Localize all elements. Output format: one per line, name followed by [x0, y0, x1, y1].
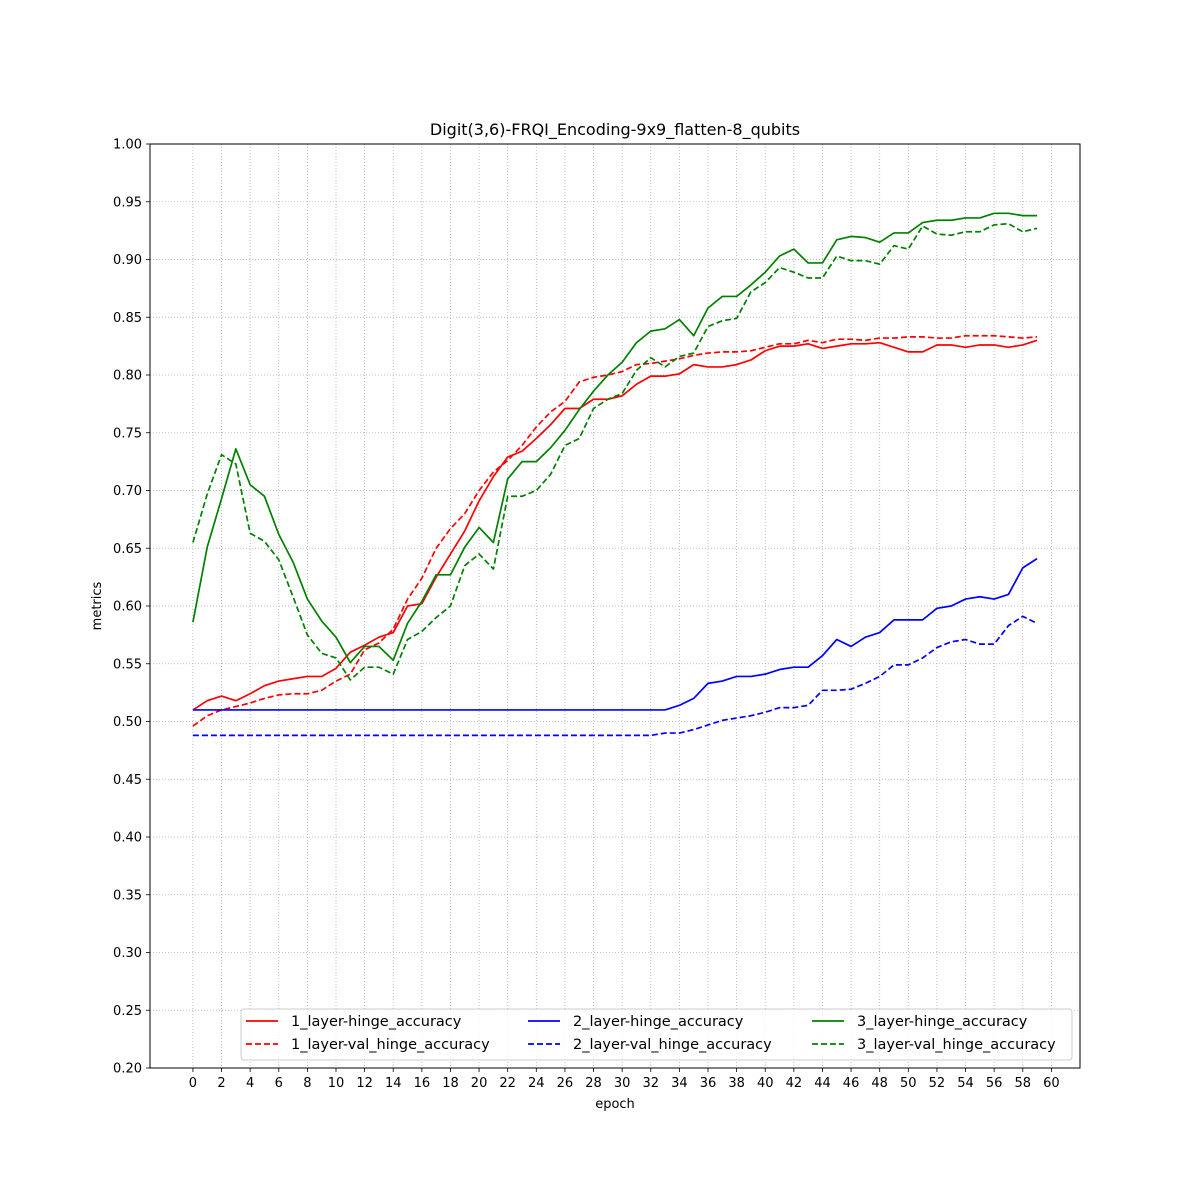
series-line-3_layer-val_hinge_accuracy: [192, 222, 1038, 681]
y-tick-label: 0.70: [113, 484, 142, 499]
x-tick-label: 24: [528, 1076, 545, 1091]
x-axis-label: epoch: [595, 1097, 635, 1112]
x-tick-label: 42: [786, 1076, 803, 1091]
y-tick-label: 0.50: [113, 715, 142, 730]
x-tick-label: 38: [728, 1076, 745, 1091]
x-tick-label: 22: [499, 1076, 516, 1091]
y-tick-label: 0.80: [113, 369, 142, 384]
y-tick-label: 0.75: [113, 426, 142, 441]
x-tick-label: 46: [843, 1076, 860, 1091]
series-line-1_layer-val_hinge_accuracy: [192, 334, 1038, 727]
legend-box: [240, 1008, 1073, 1061]
x-tick-label: 2: [217, 1076, 225, 1091]
legend-label-1_layer-val_hinge_accuracy: 1_layer-val_hinge_accuracy: [291, 1037, 490, 1053]
x-tick-label: 16: [414, 1076, 431, 1091]
legend-items: 1_layer-hinge_accuracy 1_layer-val_hinge_…: [246, 1014, 1056, 1053]
series-line-1_layer-hinge_accuracy: [192, 339, 1038, 711]
x-tick-label: 30: [614, 1076, 631, 1091]
x-tick-label: 56: [986, 1076, 1003, 1091]
x-tick-label: 12: [356, 1076, 373, 1091]
y-tick-label: 0.40: [113, 831, 142, 846]
x-tick-label: 6: [275, 1076, 283, 1091]
tick-layer: 0 2 4 6 8 10 12 14 16 18 20 22 24 26 28 30 32 34 36 38 40 42 4…: [113, 138, 1060, 1092]
x-tick-label: 52: [929, 1076, 946, 1091]
x-tick-label: 32: [642, 1076, 659, 1091]
x-tick-label: 54: [957, 1076, 974, 1091]
legend-label-2_layer-val_hinge_accuracy: 2_layer-val_hinge_accuracy: [573, 1037, 772, 1053]
y-tick-label: 0.45: [113, 773, 142, 788]
series-line-2_layer-val_hinge_accuracy: [192, 615, 1038, 737]
y-tick-label: 0.85: [113, 311, 142, 326]
y-tick-label: 0.90: [113, 253, 142, 268]
x-tick-label: 60: [1043, 1076, 1060, 1091]
x-tick-label: 20: [471, 1076, 488, 1091]
x-tick-label: 50: [900, 1076, 917, 1091]
chart-title: Digit(3,6)-FRQI_Encoding-9x9_flatten-8_q…: [430, 120, 800, 140]
y-tick-label: 0.25: [113, 1004, 142, 1019]
x-tick-label: 18: [442, 1076, 459, 1091]
x-tick-label: 14: [385, 1076, 402, 1091]
x-tick-label: 40: [757, 1076, 774, 1091]
x-tick-label: 28: [585, 1076, 602, 1091]
y-axis-label: metrics: [90, 581, 105, 630]
series-line-3_layer-hinge_accuracy: [192, 212, 1038, 664]
y-tick-label: 0.30: [113, 946, 142, 961]
y-tick-label: 0.20: [113, 1062, 142, 1077]
x-tick-label: 48: [871, 1076, 888, 1091]
y-tick-label: 0.60: [113, 600, 142, 615]
legend-label-3_layer-val_hinge_accuracy: 3_layer-val_hinge_accuracy: [857, 1037, 1056, 1053]
x-tick-label: 10: [328, 1076, 345, 1091]
legend-label-2_layer-hinge_accuracy: 2_layer-hinge_accuracy: [573, 1014, 744, 1030]
legend-label-3_layer-hinge_accuracy: 3_layer-hinge_accuracy: [857, 1014, 1028, 1030]
x-tick-label: 44: [814, 1076, 831, 1091]
x-tick-label: 4: [246, 1076, 254, 1091]
legend: 1_layer-hinge_accuracy 1_layer-val_hinge_…: [240, 1008, 1073, 1061]
y-tick-label: 0.65: [113, 542, 142, 557]
series-line-2_layer-hinge_accuracy: [192, 557, 1038, 711]
x-tick-label: 0: [189, 1076, 197, 1091]
x-tick-label: 8: [303, 1076, 311, 1091]
x-tick-label: 36: [700, 1076, 717, 1091]
y-tick-label: 0.55: [113, 657, 142, 672]
x-tick-label: 58: [1014, 1076, 1031, 1091]
x-tick-label: 26: [557, 1076, 574, 1091]
x-tick-label: 34: [671, 1076, 688, 1091]
series-layer: [192, 212, 1038, 737]
y-tick-label: 0.35: [113, 888, 142, 903]
legend-label-1_layer-hinge_accuracy: 1_layer-hinge_accuracy: [291, 1014, 462, 1030]
y-tick-label: 1.00: [113, 138, 142, 153]
y-tick-label: 0.95: [113, 195, 142, 210]
